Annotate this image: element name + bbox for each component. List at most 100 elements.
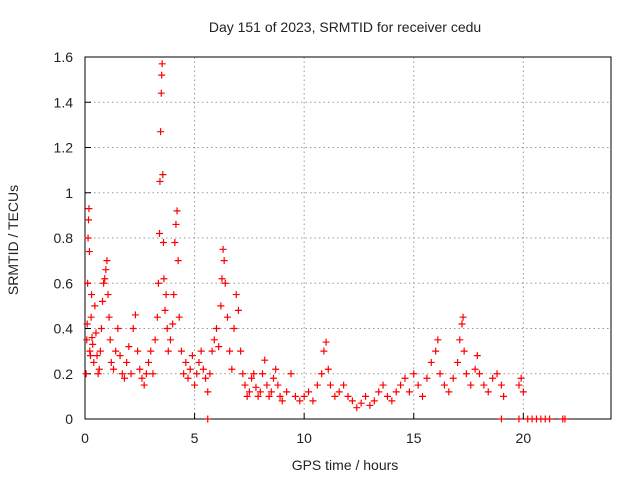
data-point	[136, 365, 144, 373]
chart-title: Day 151 of 2023, SRMTID for receiver ced…	[209, 19, 481, 35]
data-point	[188, 352, 196, 360]
data-point	[561, 415, 569, 423]
data-point	[88, 291, 96, 299]
data-point	[241, 381, 249, 389]
data-point	[191, 381, 199, 389]
data-point	[118, 370, 126, 378]
data-point	[497, 381, 505, 389]
data-point	[254, 392, 262, 400]
data-point	[497, 415, 505, 423]
data-point	[392, 388, 400, 396]
data-point	[166, 336, 174, 344]
data-point	[265, 392, 273, 400]
data-point	[94, 370, 102, 378]
data-point	[300, 392, 308, 400]
data-point	[546, 415, 554, 423]
y-tick-label: 0.6	[54, 275, 74, 291]
data-point	[208, 347, 216, 355]
data-point	[462, 370, 470, 378]
data-point	[109, 365, 117, 373]
data-point	[287, 370, 295, 378]
data-point	[147, 347, 155, 355]
data-point	[419, 392, 427, 400]
data-point	[357, 399, 365, 407]
data-point	[104, 291, 112, 299]
data-point	[267, 388, 275, 396]
data-point	[206, 370, 214, 378]
data-point	[156, 177, 164, 185]
data-point	[158, 60, 166, 68]
data-point	[318, 370, 326, 378]
data-point	[278, 397, 286, 405]
data-point	[405, 388, 413, 396]
data-point	[458, 320, 466, 328]
data-point	[86, 347, 94, 355]
data-point	[92, 329, 100, 337]
data-point	[410, 370, 418, 378]
data-point	[515, 415, 523, 423]
data-point	[449, 374, 457, 382]
data-point	[296, 397, 304, 405]
data-point	[169, 320, 177, 328]
data-point	[344, 392, 352, 400]
data-point	[397, 381, 405, 389]
data-point	[436, 370, 444, 378]
data-point	[164, 347, 172, 355]
data-point	[379, 381, 387, 389]
data-point	[157, 89, 165, 97]
data-point	[237, 347, 245, 355]
data-point	[256, 388, 264, 396]
data-point	[85, 248, 93, 256]
data-point	[423, 374, 431, 382]
data-point	[105, 313, 113, 321]
data-point	[85, 216, 93, 224]
data-point	[230, 325, 238, 332]
data-point	[89, 340, 97, 348]
data-point	[172, 220, 180, 228]
data-point	[175, 313, 183, 321]
data-point	[326, 381, 334, 389]
data-point	[434, 336, 442, 344]
data-point	[202, 374, 210, 382]
data-point	[140, 381, 148, 389]
data-point	[91, 302, 99, 310]
data-point	[322, 338, 330, 346]
data-point	[120, 374, 128, 382]
data-point	[177, 347, 185, 355]
data-point	[134, 347, 142, 355]
data-point	[85, 205, 93, 213]
data-point	[219, 245, 227, 253]
data-point	[252, 383, 260, 391]
data-point	[324, 365, 332, 373]
data-point	[362, 392, 370, 400]
data-point	[309, 397, 317, 405]
data-point	[103, 257, 111, 265]
data-point	[159, 239, 167, 247]
data-point	[157, 128, 165, 136]
data-point	[215, 343, 223, 351]
data-point	[90, 358, 98, 366]
x-tick-label: 0	[81, 430, 89, 446]
data-point	[493, 370, 501, 378]
x-tick-label: 20	[516, 430, 532, 446]
data-point	[204, 415, 212, 423]
data-point	[269, 374, 277, 382]
data-point	[221, 279, 229, 287]
data-point	[519, 388, 527, 396]
data-point	[335, 388, 343, 396]
x-tick-label: 10	[296, 430, 312, 446]
y-tick-label: 1.4	[54, 94, 74, 110]
data-point	[162, 291, 170, 299]
data-point	[366, 401, 374, 409]
x-axis: 0 5 10 15 20	[81, 413, 531, 446]
data-point	[163, 325, 171, 332]
data-point	[454, 358, 462, 366]
data-point	[161, 306, 169, 314]
data-point	[173, 207, 181, 215]
data-point	[248, 374, 256, 382]
data-point	[174, 257, 182, 265]
data-point	[199, 365, 207, 373]
data-point	[182, 358, 190, 366]
data-point	[142, 370, 150, 378]
